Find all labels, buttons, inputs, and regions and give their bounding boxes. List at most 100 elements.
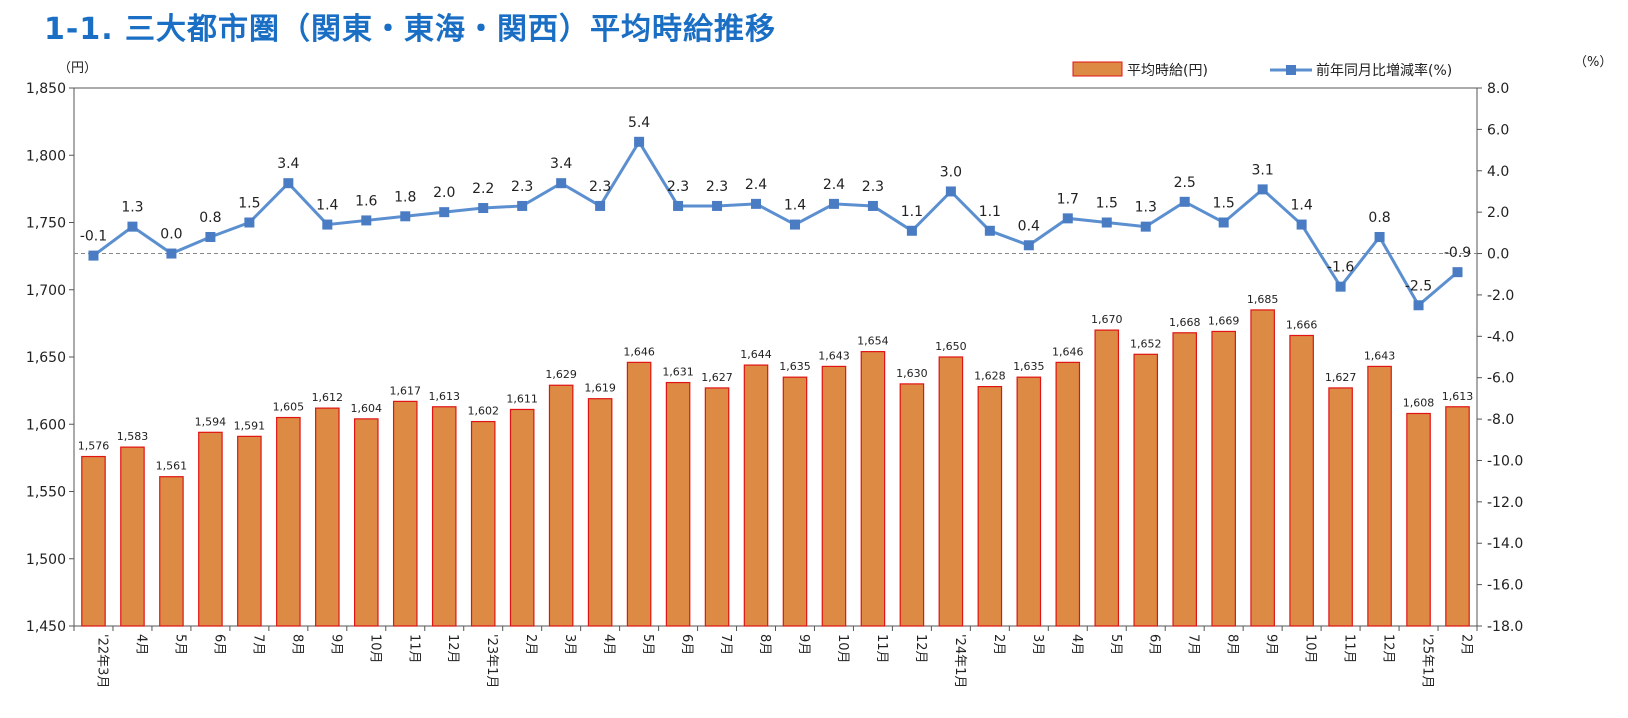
line-point <box>1062 213 1073 224</box>
line-data-label: 1.3 <box>121 200 143 216</box>
right-axis-tick-label: -6.0 <box>1487 371 1514 387</box>
x-axis-category-label: 3月 <box>562 634 577 655</box>
bar-data-label: 1,635 <box>779 360 811 373</box>
bar <box>977 385 1003 627</box>
bar-data-label: 1,630 <box>896 367 928 380</box>
bar-data-label: 1,561 <box>156 460 188 473</box>
bar <box>587 398 613 627</box>
line-data-label: 1.8 <box>394 189 416 205</box>
line-data-label: 0.4 <box>1018 218 1040 234</box>
x-axis-category-label: 9月 <box>796 634 811 655</box>
line-point <box>439 207 450 218</box>
bar-data-label: 1,685 <box>1247 293 1279 306</box>
left-axis-tick-label: 1,600 <box>26 417 66 433</box>
bar <box>1133 353 1159 627</box>
bar <box>470 420 496 627</box>
legend-bar-label: 平均時給(円) <box>1127 63 1208 79</box>
legend-line-marker <box>1286 65 1296 75</box>
line-data-label: 2.2 <box>472 181 494 197</box>
right-axis-tick-label: -16.0 <box>1487 578 1523 594</box>
x-axis-category-label: '23年1月 <box>484 634 499 688</box>
line-series-path <box>92 138 1459 308</box>
line-data-label: 1.5 <box>1096 196 1118 212</box>
line-data-label: 1.6 <box>355 193 377 209</box>
bar <box>743 364 769 627</box>
bar <box>1016 376 1042 627</box>
line-data-label: 2.4 <box>823 177 845 193</box>
bar-data-label: 1,631 <box>662 366 694 379</box>
x-axis-category-label: 6月 <box>1147 634 1162 655</box>
bar-series <box>81 309 1470 627</box>
right-axis-tick-label: 4.0 <box>1487 164 1509 180</box>
left-axis-unit: （円） <box>58 61 97 76</box>
axes <box>69 87 1482 631</box>
bar <box>704 387 730 627</box>
line-data-label: 2.3 <box>667 179 689 195</box>
line-data-label: -2.5 <box>1405 278 1432 294</box>
line-point <box>1218 217 1229 228</box>
line-data-label: 1.5 <box>238 196 260 212</box>
bar <box>509 408 535 627</box>
line-point <box>1023 240 1034 251</box>
x-axis-category-label: 5月 <box>640 634 655 655</box>
line-point <box>283 178 294 189</box>
left-axis-tick-label: 1,650 <box>26 350 66 366</box>
right-axis-tick-label: -8.0 <box>1487 412 1514 428</box>
line-data-label: 1.3 <box>1135 200 1157 216</box>
bar-data-label: 1,627 <box>1325 371 1357 384</box>
line-point <box>1179 196 1190 207</box>
x-axis-category-label: 11月 <box>406 634 421 664</box>
bar <box>1172 332 1198 627</box>
line-point <box>1452 267 1463 278</box>
line-data-label: 0.8 <box>1368 210 1390 226</box>
bar-data-label: 1,628 <box>974 370 1006 383</box>
right-axis-tick-label: -12.0 <box>1487 495 1523 511</box>
bar <box>782 376 808 627</box>
bar <box>159 476 184 627</box>
bar <box>1250 309 1275 627</box>
bar <box>1094 329 1120 627</box>
x-axis-category-label: 12月 <box>445 634 460 664</box>
x-axis-category-label: 4月 <box>1069 634 1084 655</box>
left-axis-tick-label: 1,550 <box>26 485 66 501</box>
bar <box>665 381 691 627</box>
bar-data-label: 1,605 <box>273 401 305 414</box>
bar-data-label: 1,619 <box>584 382 616 395</box>
right-axis-unit: （%） <box>1574 55 1612 70</box>
line-data-label: 2.3 <box>706 179 728 195</box>
bar-data-label: 1,617 <box>390 384 422 397</box>
x-axis-category-label: 9月 <box>1264 634 1279 655</box>
bar <box>626 361 652 627</box>
bar-data-label: 1,608 <box>1403 396 1435 409</box>
line-point <box>556 178 567 189</box>
line-point <box>1335 281 1346 292</box>
bar-data-label: 1,654 <box>857 335 889 348</box>
line-point <box>400 211 411 222</box>
page-title: 1-1. 三大都市圏（関東・東海・関西）平均時給推移 <box>44 12 777 47</box>
line-series <box>88 136 1463 311</box>
left-axis-tick-label: 1,800 <box>26 148 66 164</box>
right-axis-tick-label: -2.0 <box>1487 288 1514 304</box>
x-axis-category-label: 4月 <box>601 634 616 655</box>
x-axis-category-label: 11月 <box>874 634 889 664</box>
bar <box>821 365 847 627</box>
bar-data-label: 1,650 <box>935 340 967 353</box>
line-data-label: 1.4 <box>1290 198 1312 214</box>
bar <box>1406 412 1431 627</box>
bar-data-label: 1,670 <box>1091 313 1123 326</box>
bar <box>938 356 964 627</box>
left-axis-tick-label: 1,850 <box>26 81 66 97</box>
line-point <box>322 219 333 230</box>
line-point <box>1101 217 1112 228</box>
bar <box>899 383 925 627</box>
x-axis-category-label: 4月 <box>133 634 148 655</box>
x-axis-category-label: '25年1月 <box>1420 634 1435 688</box>
line-point <box>1257 184 1268 195</box>
bar <box>120 446 145 627</box>
line-point <box>1140 221 1151 232</box>
bar-data-label: 1,643 <box>818 349 850 362</box>
line-point <box>517 200 528 211</box>
bar <box>1289 334 1314 627</box>
bar <box>198 431 223 627</box>
